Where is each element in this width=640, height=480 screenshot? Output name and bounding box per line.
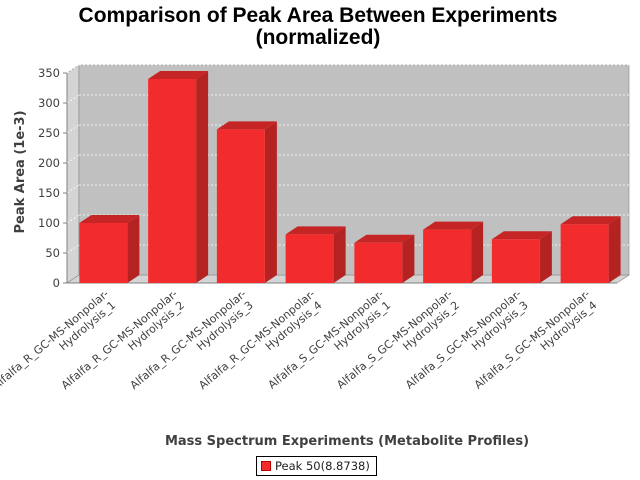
chart-title: Comparison of Peak Area Between Experime… <box>79 4 558 27</box>
bar-side <box>402 234 415 283</box>
bar <box>216 121 277 284</box>
x-tick-label: Alfalfa_S_GC-MS-Nonpolar-Hydrolysis_1 <box>266 287 395 401</box>
x-tick-label: Alfalfa_R_GC-MS-Nonpolar-Hydrolysis_4 <box>196 287 326 402</box>
bar-front <box>79 223 128 283</box>
bar-front <box>216 129 265 283</box>
bar <box>285 226 346 283</box>
bar <box>560 216 621 283</box>
bar-side <box>608 216 621 283</box>
gridline-wall <box>66 154 80 164</box>
bar-side <box>539 231 552 283</box>
x-tick-label: Alfalfa_S_GC-MS-Nonpolar-Hydrolysis_4 <box>472 287 601 401</box>
y-tick-label: 200 <box>38 156 60 170</box>
bar-front <box>354 242 403 283</box>
x-tick-label: Alfalfa_S_GC-MS-Nonpolar-Hydrolysis_2 <box>334 287 463 401</box>
y-tick-label: 300 <box>38 96 60 110</box>
gridline-wall <box>66 94 80 104</box>
bar <box>354 234 415 283</box>
bar-front <box>560 224 609 283</box>
plot-area: 0 50 100 150 200 250 300 350 Alfalfa_R_GC-MS-Non… <box>0 64 630 402</box>
x-tick-label: Alfalfa_R_GC-MS-Nonpolar-Hydrolysis_3 <box>128 287 258 402</box>
bar <box>491 231 552 283</box>
bar-side <box>333 226 346 283</box>
legend: Peak 50(8.8738) <box>256 456 377 476</box>
y-tick-label: 50 <box>45 246 60 260</box>
gridline-wall <box>66 184 80 194</box>
bar-top <box>216 121 277 130</box>
y-axis-label: Peak Area (1e-3) <box>13 110 28 233</box>
gridline-wall <box>66 64 80 74</box>
gridline-wall <box>66 244 80 254</box>
y-tick-label: 350 <box>38 66 60 80</box>
legend-label: Peak 50(8.8738) <box>275 459 370 473</box>
gridline-wall <box>66 214 80 224</box>
gridline-wall <box>66 124 80 134</box>
legend-swatch <box>261 461 271 471</box>
left-wall <box>66 64 80 284</box>
bar-side <box>471 221 484 283</box>
bar-front <box>423 229 472 283</box>
bar-top <box>354 234 415 243</box>
bar-top <box>285 226 346 235</box>
bar-front <box>491 239 540 283</box>
x-tick-label: Alfalfa_S_GC-MS-Nonpolar-Hydrolysis_3 <box>403 287 532 401</box>
x-tick-label: Alfalfa_R_GC-MS-Nonpolar-Hydrolysis_2 <box>59 287 189 402</box>
bar-top <box>148 71 209 79</box>
chart-subtitle: (normalized) <box>256 26 381 49</box>
y-tick-label: 100 <box>38 216 60 230</box>
bar <box>79 215 140 283</box>
y-tick-label: 0 <box>53 276 60 290</box>
bar-front <box>148 79 197 283</box>
bar-side <box>264 121 277 284</box>
bar-front <box>285 234 334 283</box>
bar-top <box>560 216 621 225</box>
bar <box>148 71 209 283</box>
y-tick-label: 250 <box>38 126 60 140</box>
bar-top <box>491 231 552 240</box>
y-tick-label: 150 <box>38 186 60 200</box>
bar-top <box>79 215 140 223</box>
bar-top <box>423 221 484 230</box>
bar <box>423 221 484 283</box>
bar-side <box>127 215 140 283</box>
bar-side <box>196 71 209 283</box>
x-axis-label: Mass Spectrum Experiments (Metabolite Pr… <box>165 434 529 449</box>
